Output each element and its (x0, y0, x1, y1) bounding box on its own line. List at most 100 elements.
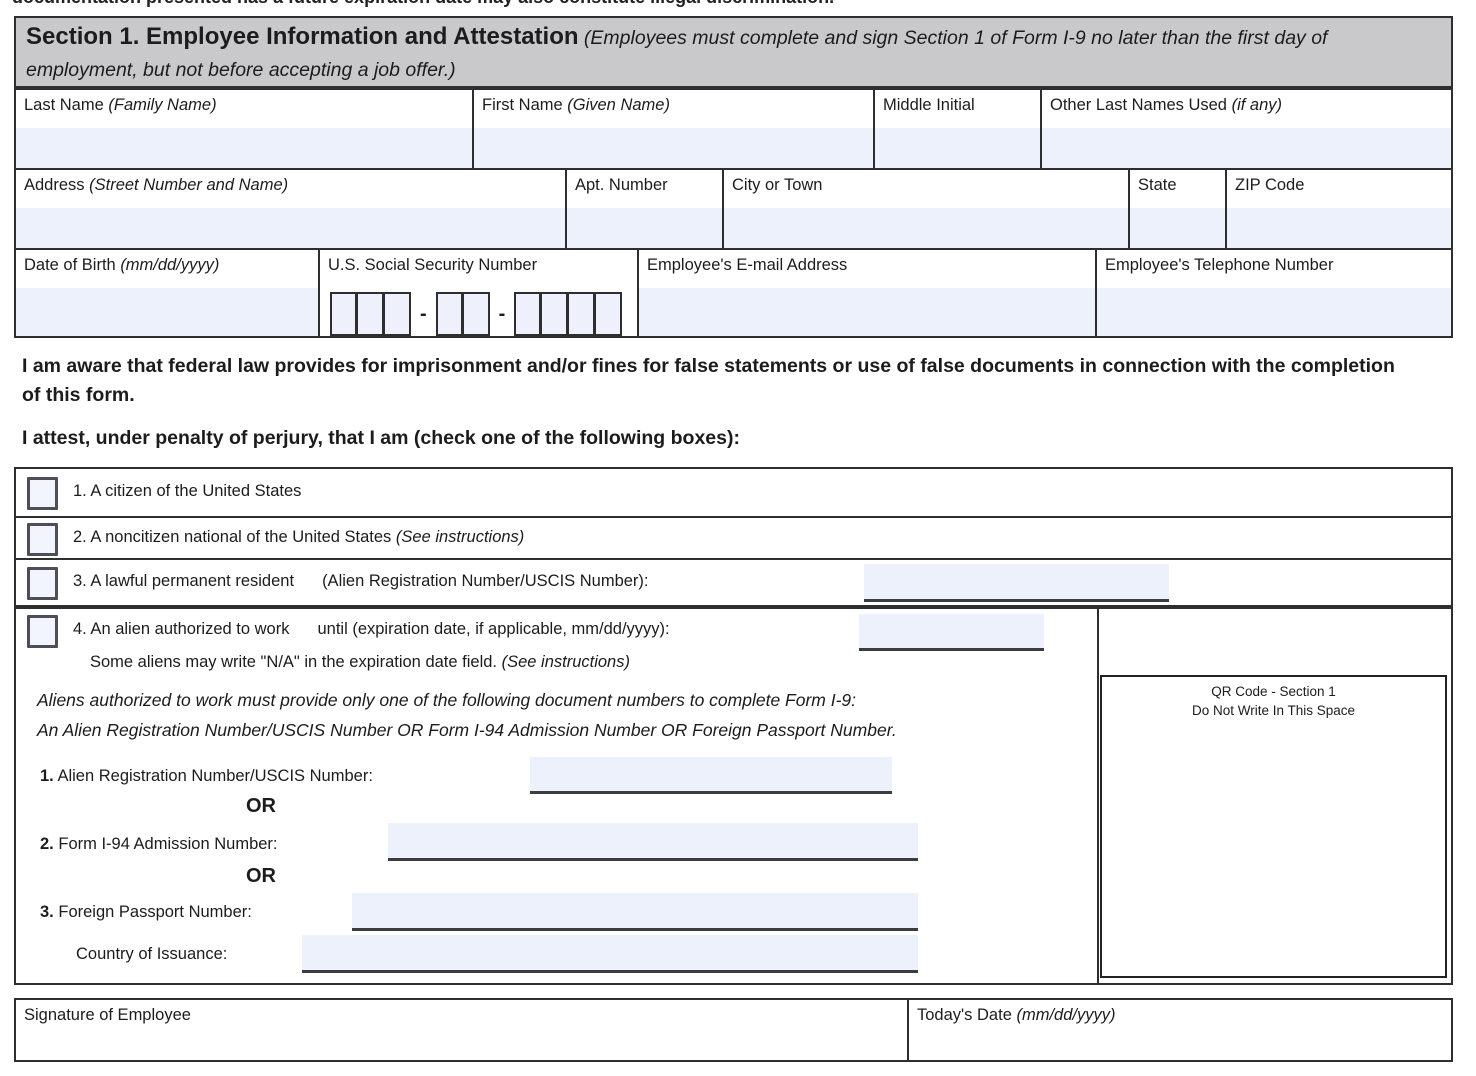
address-hint: (Street Number and Name) (89, 176, 289, 194)
alien-reg-number-num: 1. (40, 767, 54, 785)
signature-input[interactable] (16, 1000, 907, 1060)
foreign-passport-num: 3. (40, 903, 54, 921)
ssn-dash: - (420, 302, 427, 325)
apt-number-label: Apt. Number (575, 176, 668, 194)
lpr-label: 3. A lawful permanent resident (73, 572, 295, 590)
state-input[interactable] (1130, 208, 1225, 248)
alien-authorized-box: 4. An alien authorized to work until (exp… (14, 607, 1453, 985)
email-label: Employee's E-mail Address (647, 256, 848, 274)
city-label: City or Town (732, 176, 823, 194)
lpr-alien-number-label: (Alien Registration Number/USCIS Number)… (322, 572, 649, 590)
qr-code-placeholder: QR Code - Section 1 Do Not Write In This… (1100, 675, 1447, 978)
ssn-dash: - (498, 302, 506, 325)
ssn-cell: U.S. Social Security Number - - (320, 250, 639, 336)
todays-date-hint: (mm/dd/yyyy) (1016, 1006, 1116, 1024)
state-label: State (1138, 176, 1177, 194)
dob-input[interactable] (16, 288, 318, 336)
or-separator-2: OR (246, 865, 276, 887)
dob-hint: (mm/dd/yyyy) (120, 256, 220, 274)
qr-column-divider (1097, 609, 1099, 983)
i94-number-label: Form I-94 Admission Number: (58, 835, 278, 853)
aliens-instructions-line2: An Alien Registration Number/USCIS Numbe… (37, 720, 897, 740)
ssn-boxes: - - (320, 287, 637, 336)
ssn-box[interactable] (357, 292, 384, 336)
country-of-issuance-input[interactable] (302, 935, 918, 973)
citizen-label: 1. A citizen of the United States (73, 482, 302, 500)
middle-initial-label: Middle Initial (883, 96, 975, 114)
ssn-box[interactable] (595, 292, 623, 336)
or-separator-1: OR (246, 795, 276, 817)
qr-code-title: QR Code - Section 1 (1211, 684, 1336, 699)
penalty-warning-text: I am aware that federal law provides for… (22, 355, 1395, 406)
noncitizen-see-instructions: (See instructions) (395, 528, 525, 546)
citizen-checkbox[interactable] (27, 477, 58, 510)
signature-label: Signature of Employee (24, 1006, 191, 1024)
ssn-box[interactable] (514, 292, 542, 336)
city-input[interactable] (724, 208, 1128, 248)
middle-initial-input[interactable] (875, 128, 1040, 168)
alien-until-label: until (expiration date, if applicable, m… (317, 620, 670, 638)
ssn-box[interactable] (384, 292, 411, 336)
phone-input[interactable] (1097, 288, 1451, 336)
state-cell: State (1130, 170, 1227, 250)
alien-authorized-checkbox[interactable] (27, 615, 58, 648)
ssn-box[interactable] (541, 292, 569, 336)
alien-reg-number-label: Alien Registration Number/USCIS Number: (57, 767, 373, 785)
email-input[interactable] (639, 288, 1095, 336)
todays-date-label: Today's Date (917, 1006, 1012, 1024)
i94-number-input[interactable] (388, 823, 918, 861)
dob-cell: Date of Birth (mm/dd/yyyy) (16, 250, 320, 336)
first-name-hint: (Given Name) (567, 96, 670, 114)
alien-authorized-label: 4. An alien authorized to work (73, 620, 290, 638)
apt-number-input[interactable] (567, 208, 722, 248)
dob-label: Date of Birth (24, 256, 116, 274)
zip-label: ZIP Code (1235, 176, 1305, 194)
last-name-label: Last Name (24, 96, 104, 114)
ssn-box[interactable] (435, 292, 463, 336)
other-last-names-hint: (if any) (1231, 96, 1283, 114)
last-name-input[interactable] (16, 128, 472, 168)
na-note-see-instructions: (See instructions) (501, 653, 630, 671)
email-cell: Employee's E-mail Address (639, 250, 1097, 336)
alien-reg-number-input[interactable] (530, 757, 892, 794)
signature-date-divider (907, 1000, 909, 1060)
other-last-names-cell: Other Last Names Used (if any) (1042, 90, 1451, 170)
address-cell: Address (Street Number and Name) (16, 170, 567, 250)
ssn-box[interactable] (568, 292, 596, 336)
address-input[interactable] (16, 208, 565, 248)
option-lpr-row: 3. A lawful permanent resident (Alien Reg… (16, 560, 1451, 605)
section1-title: Section 1. Employee Information and Atte… (26, 23, 579, 50)
zip-cell: ZIP Code (1227, 170, 1451, 250)
citizenship-options-box: 1. A citizen of the United States 2. A n… (14, 467, 1453, 607)
address-label: Address (24, 176, 85, 194)
last-name-cell: Last Name (Family Name) (16, 90, 474, 170)
ssn-group-area (330, 292, 411, 336)
foreign-passport-input[interactable] (352, 893, 918, 931)
todays-date-input[interactable] (909, 1000, 1451, 1060)
other-last-names-label: Other Last Names Used (1050, 96, 1227, 114)
lpr-checkbox[interactable] (27, 567, 58, 600)
lpr-alien-number-input[interactable] (864, 564, 1169, 602)
expiration-date-input[interactable] (859, 614, 1044, 651)
aliens-instructions-line1: Aliens authorized to work must provide o… (37, 690, 857, 710)
first-name-cell: First Name (Given Name) (474, 90, 875, 170)
first-name-input[interactable] (474, 128, 873, 168)
section1-subtitle-post: , but not before accepting a job offer.) (132, 59, 456, 81)
country-of-issuance-label: Country of Issuance: (76, 945, 228, 963)
personal-info-grid: Last Name (Family Name) First Name (Give… (14, 88, 1453, 338)
noncitizen-checkbox[interactable] (27, 523, 58, 556)
option-noncitizen-row: 2. A noncitizen national of the United S… (16, 518, 1451, 560)
phone-label: Employee's Telephone Number (1105, 256, 1334, 274)
noncitizen-label: 2. A noncitizen national of the United S… (73, 528, 392, 546)
first-name-label: First Name (482, 96, 563, 114)
aliens-document-instructions: Aliens authorized to work must provide o… (37, 685, 897, 745)
i94-number-num: 2. (40, 835, 54, 853)
attest-instruction-text: I attest, under penalty of perjury, that… (22, 427, 740, 449)
other-last-names-input[interactable] (1042, 128, 1451, 168)
zip-input[interactable] (1227, 208, 1451, 248)
apt-number-cell: Apt. Number (567, 170, 724, 250)
ssn-box[interactable] (462, 292, 490, 336)
ssn-group-group (435, 292, 490, 336)
foreign-passport-label: Foreign Passport Number: (58, 903, 252, 921)
ssn-box[interactable] (330, 292, 357, 336)
